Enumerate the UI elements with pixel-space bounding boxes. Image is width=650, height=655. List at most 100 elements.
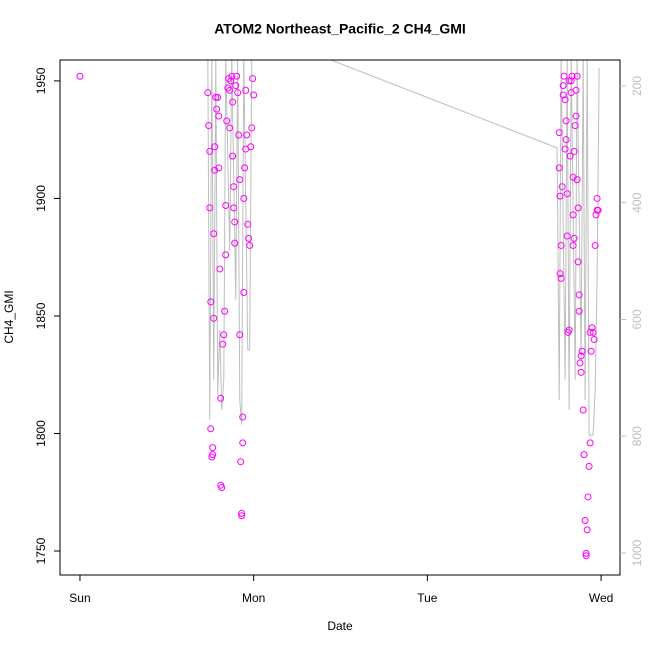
x-axis-label: Date <box>327 619 353 633</box>
data-point <box>230 183 238 191</box>
data-point <box>574 258 582 266</box>
data-point <box>238 512 246 520</box>
data-point <box>557 241 565 249</box>
data-point <box>555 129 563 137</box>
data-point <box>574 204 582 212</box>
y-axis-label: CH4_GMI <box>2 290 16 343</box>
data-point <box>238 509 246 517</box>
data-point <box>560 72 568 80</box>
data-point <box>583 526 591 534</box>
data-point <box>586 439 594 447</box>
data-point <box>219 340 227 348</box>
data-point <box>579 406 587 414</box>
chart-title: ATOM2 Northeast_Pacific_2 CH4_GMI <box>214 21 466 37</box>
data-point <box>558 183 566 191</box>
data-point <box>206 204 214 212</box>
data-point <box>589 328 597 336</box>
plot-area <box>76 60 602 560</box>
data-point <box>205 122 213 130</box>
data-point <box>223 117 231 125</box>
data-point <box>214 93 222 101</box>
data-point <box>586 328 594 336</box>
data-point <box>577 368 585 376</box>
data-point <box>250 91 258 99</box>
data-point <box>571 122 579 130</box>
data-point <box>206 147 214 155</box>
plot-frame <box>59 59 621 576</box>
data-point <box>565 326 573 334</box>
data-point <box>207 298 215 306</box>
y2-tick-label: 600 <box>630 309 644 329</box>
data-point <box>216 265 224 273</box>
data-point <box>207 425 215 433</box>
data-point <box>562 136 570 144</box>
data-point <box>573 72 581 80</box>
data-point <box>559 82 567 90</box>
x-tick-label: Tue <box>417 591 438 605</box>
data-point <box>240 194 248 202</box>
y-tick-label: 1850 <box>34 302 48 329</box>
y2-tick-label: 400 <box>630 192 644 212</box>
data-point <box>228 72 236 80</box>
data-point <box>240 288 248 296</box>
data-point <box>249 75 257 83</box>
data-point <box>226 86 234 94</box>
data-point <box>248 124 256 132</box>
y2-tick-label: 800 <box>630 426 644 446</box>
data-point <box>222 201 230 209</box>
data-point <box>581 516 589 524</box>
data-point <box>580 451 588 459</box>
data-point <box>572 112 580 120</box>
data-point <box>565 77 573 85</box>
data-point <box>559 91 567 99</box>
data-point <box>239 413 247 421</box>
data-point <box>233 72 241 80</box>
data-point <box>561 145 569 153</box>
data-point <box>236 331 244 339</box>
data-line <box>207 60 600 436</box>
data-point <box>210 314 218 322</box>
x-tick-label: Mon <box>242 591 265 605</box>
data-point <box>585 462 593 470</box>
data-point <box>235 131 243 139</box>
x-tick-label: Sun <box>69 591 90 605</box>
y-tick-label: 1750 <box>34 537 48 564</box>
data-point <box>76 72 84 80</box>
data-point <box>578 347 586 355</box>
y-tick-label: 1900 <box>34 185 48 212</box>
data-point <box>555 164 563 172</box>
data-point <box>570 234 578 242</box>
data-point <box>556 192 564 200</box>
data-point <box>557 274 565 282</box>
data-point <box>569 241 577 249</box>
data-point <box>245 234 253 242</box>
data-point <box>227 77 235 85</box>
data-point <box>562 117 570 125</box>
data-point <box>572 86 580 94</box>
data-point <box>590 335 598 343</box>
data-point <box>220 331 228 339</box>
data-point <box>239 439 247 447</box>
data-point <box>218 484 226 492</box>
data-point <box>246 241 254 249</box>
data-point <box>242 86 250 94</box>
data-point <box>566 152 574 160</box>
data-point <box>243 131 251 139</box>
data-point <box>222 251 230 259</box>
data-point <box>229 152 237 160</box>
data-point <box>211 166 219 174</box>
data-point <box>584 493 592 501</box>
data-point <box>231 218 239 226</box>
data-point <box>563 232 571 240</box>
data-point <box>237 458 245 466</box>
x-tick-label: Wed <box>589 591 613 605</box>
data-point <box>213 105 221 113</box>
data-point <box>556 270 564 278</box>
data-point <box>569 173 577 181</box>
data-point <box>577 352 585 360</box>
data-point <box>241 164 249 172</box>
data-point <box>575 307 583 315</box>
data-point <box>575 291 583 299</box>
